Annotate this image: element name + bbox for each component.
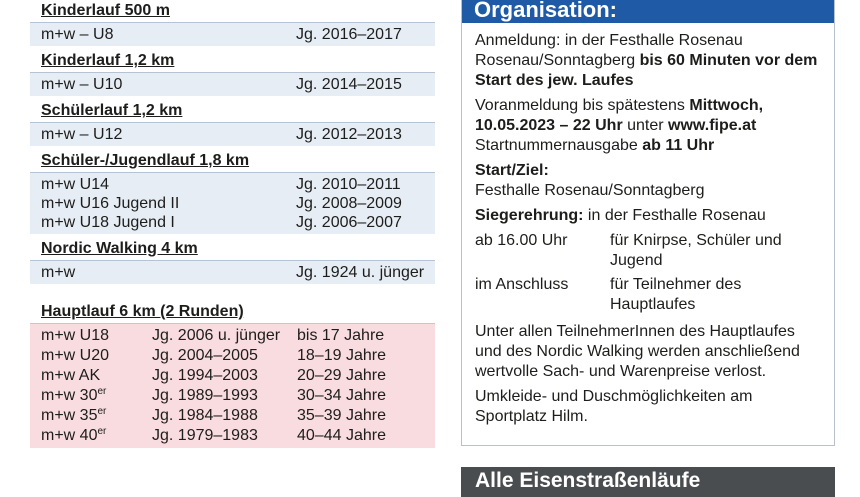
- category-band: m+w – U12 Jg. 2012–2013: [30, 122, 435, 146]
- hauptlauf-years: Jg. 1994–2003: [152, 367, 258, 384]
- category-band: m+w – U10 Jg. 2014–2015: [30, 72, 435, 96]
- hauptlauf-years: Jg. 1989–1993: [152, 387, 258, 404]
- section-title: Kinderlauf 1,2 km: [41, 52, 175, 69]
- category-row: m+w U16 Jugend II Jg. 2008–2009: [41, 194, 435, 213]
- hauptlauf-class: m+w U18: [41, 327, 110, 344]
- category-band: m+w U14 Jg. 2010–2011 m+w U16 Jugend II Jg.…: [30, 172, 435, 234]
- section-title-hauptlauf: Hauptlauf 6 km (2 Runden): [41, 303, 244, 320]
- hauptlauf-row: m+w 40er Jg. 1979–1983 40–44 Jahre: [41, 426, 435, 446]
- category-row: m+w – U10 Jg. 2014–2015: [41, 75, 435, 94]
- category-class: m+w U16 Jugend II: [41, 195, 180, 212]
- category-band: m+w Jg. 1924 u. jünger: [30, 260, 435, 284]
- section-title: Kinderlauf 500 m: [41, 2, 170, 19]
- hauptlauf-age: 35–39 Jahre: [297, 407, 386, 424]
- category-class: m+w U14: [41, 176, 110, 193]
- schedule-row: im Anschluss für Teilnehmer des Hauptlauf…: [475, 276, 742, 313]
- category-years: Jg. 2006–2007: [296, 214, 402, 231]
- category-years: Jg. 2016–2017: [296, 26, 402, 43]
- hauptlauf-row: m+w AK Jg. 1994–2003 20–29 Jahre: [41, 366, 435, 386]
- voranmeldung-text: Voranmeldung bis spätestens Mittwoch, 10…: [475, 97, 764, 154]
- hauptlauf-row: m+w 35er Jg. 1984–1988 35–39 Jahre: [41, 406, 435, 426]
- schedule-row: ab 16.00 Uhr für Knirpse, Schüler und Jug…: [475, 232, 782, 269]
- website-link[interactable]: www.fipe.at: [668, 117, 757, 134]
- hauptlauf-years: Jg. 1984–1988: [152, 407, 258, 424]
- category-row: m+w – U12 Jg. 2012–2013: [41, 125, 435, 144]
- organisation-box: Organisation: Anmeldung: in der Festhall…: [461, 0, 835, 446]
- hauptlauf-age: 40–44 Jahre: [297, 427, 386, 444]
- hauptlauf-class: m+w 40er: [41, 426, 107, 445]
- hauptlauf-years: Jg. 2004–2005: [152, 347, 258, 364]
- section-list: Kinderlauf 500 m m+w – U8 Jg. 2016–2017 Kin…: [30, 0, 435, 288]
- category-row: m+w Jg. 1924 u. jünger: [41, 263, 435, 282]
- section-title: Schüler-/Jugendlauf 1,8 km: [41, 152, 250, 169]
- category-years: Jg. 1924 u. jünger: [296, 264, 425, 281]
- hauptlauf-row: m+w 30er Jg. 1989–1993 30–34 Jahre: [41, 386, 435, 406]
- organisation-panel: Organisation: Anmeldung: in der Festhall…: [461, 0, 835, 446]
- race-categories: Kinderlauf 500 m m+w – U8 Jg. 2016–2017 Kin…: [30, 0, 435, 448]
- section-title: Nordic Walking 4 km: [41, 240, 198, 257]
- category-row: m+w – U8 Jg. 2016–2017: [41, 25, 435, 44]
- preise-text: Unter allen TeilnehmerInnen des Hauptlau…: [475, 323, 800, 380]
- category-class: m+w – U12: [41, 126, 123, 143]
- hauptlauf-row: m+w U20 Jg. 2004–2005 18–19 Jahre: [41, 346, 435, 366]
- organisation-body: Anmeldung: in der Festhalle Rosenau Rose…: [462, 23, 834, 427]
- section-title: Schülerlauf 1,2 km: [41, 102, 183, 119]
- hauptlauf-age: 20–29 Jahre: [297, 367, 386, 384]
- category-row: m+w U18 Jugend I Jg. 2006–2007: [41, 213, 435, 232]
- category-years: Jg. 2010–2011: [296, 176, 401, 193]
- umkleide-text: Umkleide- und Duschmöglichkeiten am Spor…: [475, 388, 753, 425]
- hauptlauf-years: Jg. 1979–1983: [152, 427, 258, 444]
- anmeldung-text: Anmeldung: in der Festhalle Rosenau Rose…: [475, 32, 818, 89]
- hauptlauf-years: Jg. 2006 u. jünger: [152, 327, 281, 344]
- hauptlauf-age: bis 17 Jahre: [297, 327, 385, 344]
- category-class: m+w: [41, 264, 76, 281]
- category-years: Jg. 2008–2009: [296, 195, 402, 212]
- hauptlauf-table: m+w U18 Jg. 2006 u. jünger bis 17 Jahre m+w…: [30, 323, 435, 448]
- hauptlauf-age: 18–19 Jahre: [297, 347, 386, 364]
- category-row: m+w U14 Jg. 2010–2011: [41, 175, 435, 194]
- start-ziel-text: Start/Ziel: Festhalle Rosenau/Sonntagberg: [475, 162, 705, 199]
- hauptlauf-class: m+w 35er: [41, 406, 107, 425]
- organisation-heading: Organisation:: [462, 0, 834, 23]
- siegerehrung-text: Siegerehrung: in der Festhalle Rosenau: [475, 207, 766, 224]
- bottom-banner: Alle Eisenstraßenläufe: [461, 467, 835, 497]
- category-class: m+w – U10: [41, 76, 123, 93]
- category-years: Jg. 2014–2015: [296, 76, 402, 93]
- hauptlauf-class: m+w AK: [41, 367, 101, 384]
- hauptlauf-row: m+w U18 Jg. 2006 u. jünger bis 17 Jahre: [41, 326, 435, 346]
- category-class: m+w U18 Jugend I: [41, 214, 175, 231]
- category-years: Jg. 2012–2013: [296, 126, 402, 143]
- category-class: m+w – U8: [41, 26, 114, 43]
- hauptlauf-age: 30–34 Jahre: [297, 387, 386, 404]
- category-band: m+w – U8 Jg. 2016–2017: [30, 22, 435, 46]
- hauptlauf-class: m+w U20: [41, 347, 110, 364]
- hauptlauf-class: m+w 30er: [41, 386, 107, 405]
